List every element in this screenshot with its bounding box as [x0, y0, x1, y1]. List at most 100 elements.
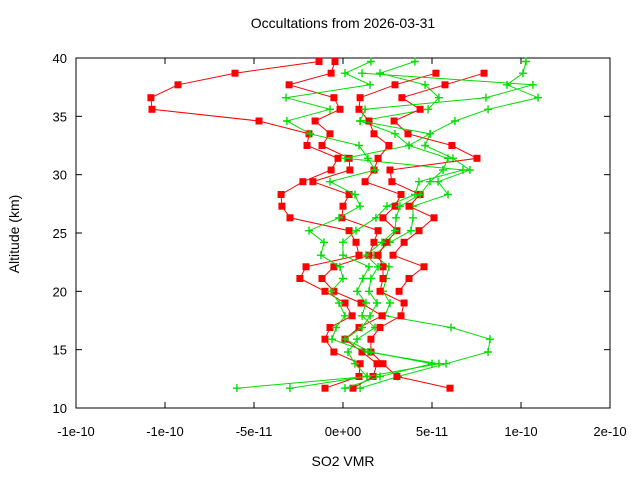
occultation-red-2-marker [330, 94, 338, 102]
occultation-red-3-marker [374, 154, 382, 162]
chart-title: Occultations from 2026-03-31 [250, 15, 436, 31]
occultation-red-3-marker [361, 178, 369, 186]
occultation-green-2-marker [358, 311, 367, 320]
occultation-red-4-marker [448, 142, 456, 149]
occultation-green-4-marker [390, 226, 399, 235]
occultation-green-1-marker [421, 141, 430, 150]
occultation-green-3-marker [366, 80, 375, 89]
occultation-green-4-marker [376, 372, 385, 381]
occultation-red-4-marker [480, 69, 488, 77]
occultation-green-4-marker [395, 202, 404, 211]
occultation-red-1-marker [352, 238, 360, 246]
occultation-green-4-marker [377, 238, 386, 247]
occultation-red-3-marker [397, 312, 405, 320]
occultation-red-1-marker [326, 324, 334, 331]
occultation-red-4-marker [389, 251, 397, 259]
occultation-green-2-marker [415, 177, 424, 186]
occultation-red-1-marker [327, 166, 335, 174]
occultation-green-2-marker [376, 69, 385, 78]
occultation-red-2-marker [345, 191, 353, 198]
occultation-green-2-marker [340, 154, 349, 163]
y-tick-label: 15 [53, 343, 67, 358]
occultation-red-1-line [150, 61, 361, 389]
occultation-green-4-marker [366, 348, 375, 356]
occultation-red-1-marker [321, 287, 329, 295]
occultation-green-3-marker [371, 166, 380, 174]
occultation-red-2-marker [336, 105, 344, 113]
occultation-green-2-marker [364, 262, 373, 271]
occultation-green-2-marker [285, 384, 294, 393]
occultation-green-1-marker [444, 190, 453, 199]
occultation-green-2-marker [371, 213, 380, 222]
occultation-green-4-marker [340, 335, 349, 344]
occultation-green-4-marker [358, 69, 367, 78]
occultation-green-3-marker [326, 177, 335, 186]
occultation-green-4-marker [444, 154, 453, 163]
occultation-red-1-marker [345, 227, 353, 235]
occultation-green-3-marker [356, 202, 365, 211]
occultation-green-3-marker [335, 262, 344, 271]
occultation-green-2-marker [410, 57, 419, 66]
occultation-red-4-marker [473, 154, 481, 162]
x-tick-label: 0e+00 [325, 424, 362, 439]
occultation-red-2-marker [357, 299, 365, 307]
occultation-red-1-marker [147, 94, 155, 102]
occultation-green-3-marker [282, 117, 291, 125]
occultation-green-4-marker [374, 262, 383, 271]
occultation-red-1-marker [348, 312, 356, 320]
occultation-green-4-marker [372, 299, 381, 307]
occultation-green-2-marker [424, 105, 433, 114]
occultation-red-3-marker [393, 373, 401, 380]
occultation-green-3-marker [316, 251, 325, 260]
y-tick-label: 40 [53, 51, 67, 66]
occultation-red-3-marker [379, 360, 387, 368]
occultation-green-3-marker [306, 129, 315, 138]
occultation-red-2-marker [358, 348, 366, 356]
occultation-red-3-marker [376, 324, 384, 331]
occultation-green-4-marker [366, 274, 375, 283]
occultation-green-3-marker [335, 213, 344, 222]
occultation-green-2-marker [361, 299, 370, 307]
occultation-green-2-marker [339, 238, 347, 247]
occultation-red-2-marker [378, 312, 386, 320]
occultation-red-1-marker [231, 69, 239, 77]
occultation-red-4-marker [416, 105, 424, 113]
occultation-green-3-marker [327, 287, 336, 296]
occultation-red-2-marker [373, 360, 381, 368]
occultation-red-4-marker [441, 81, 449, 89]
occultation-red-1-marker [356, 360, 364, 368]
occultation-red-1-marker [355, 373, 363, 380]
occultation-green-2-marker [353, 335, 362, 344]
occultation-red-4-marker [405, 275, 413, 282]
occultation-green-1-marker [450, 117, 459, 125]
occultation-green-1-marker [484, 105, 493, 114]
occultation-green-4-marker [481, 93, 490, 102]
occultation-green-4-marker [340, 384, 349, 393]
occultation-red-1-marker [255, 117, 263, 125]
occultation-green-2-marker [382, 202, 391, 211]
occultation-red-3-marker [400, 299, 408, 307]
occultation-green-3-line [236, 61, 439, 389]
occultation-red-2-marker [327, 69, 335, 77]
occultation-green-4-marker [426, 177, 435, 186]
occultation-green-2-marker [358, 274, 367, 283]
occultation-red-2-marker [374, 227, 382, 235]
occultation-green-3-marker [326, 105, 335, 114]
occultation-green-1-marker [385, 299, 394, 307]
occultation-green-3-marker [305, 226, 314, 235]
occultation-red-4-marker [420, 263, 428, 271]
occultation-green-1-marker [484, 348, 493, 356]
occultation-green-3-marker [339, 274, 347, 283]
occultation-red-4-marker [386, 166, 394, 174]
occultation-red-4-marker [415, 227, 423, 235]
occultation-red-1-marker [278, 202, 286, 210]
occultation-green-4-marker [361, 251, 370, 260]
occultation-green-2-marker [343, 348, 352, 356]
x-tick-label: 2e-10 [593, 424, 626, 439]
occultation-red-4-marker [398, 94, 406, 102]
occultation-green-1-marker [434, 177, 443, 186]
occultation-red-1-marker [321, 384, 329, 392]
occultation-green-1-marker [486, 335, 495, 344]
occultation-red-2-marker [370, 238, 378, 246]
occultation-red-3-marker [382, 238, 390, 246]
